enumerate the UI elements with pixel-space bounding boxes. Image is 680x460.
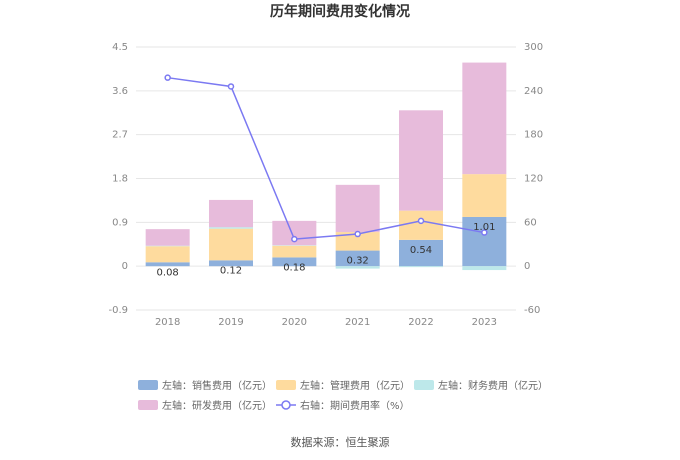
- bar-data-label: 0.12: [220, 265, 242, 276]
- rate-line-point: [354, 230, 361, 238]
- bar-segment-series-2: [462, 266, 507, 271]
- rate-line-point: [291, 235, 298, 243]
- bar-segment-series-0: [399, 239, 443, 267]
- y-right-tick-label: 180: [524, 130, 543, 141]
- bar-segment-series-2: [399, 266, 443, 268]
- x-tick-label: 2019: [218, 317, 243, 328]
- bar-segment-series-3: [335, 184, 380, 233]
- legend-marker-icon: [281, 400, 291, 410]
- rate-line-point: [164, 74, 171, 81]
- legend-item[interactable]: 右轴：期间费用率（%）: [276, 399, 410, 412]
- rate-line: [164, 74, 488, 243]
- legend-label: 左轴：研发费用（亿元）: [162, 399, 272, 412]
- bar-segment-series-2: [335, 266, 380, 269]
- grid: [136, 46, 516, 311]
- bar-data-label: 0.08: [157, 267, 179, 278]
- rate-line-point: [481, 229, 488, 236]
- bar-data-label: 0.32: [347, 256, 369, 267]
- x-tick-label: 2022: [408, 317, 433, 328]
- legend-swatch-icon: [138, 400, 158, 410]
- bar-data-label: 1.01: [473, 222, 495, 233]
- legend-swatch-icon: [414, 380, 434, 390]
- y-left-tick-label: -0.9: [108, 305, 128, 316]
- data-source: 数据来源：恒生聚源: [291, 435, 390, 449]
- bar-segment-series-2: [272, 245, 317, 246]
- x-tick-label: 2023: [472, 317, 497, 328]
- bar-segment-series-0: [462, 216, 507, 267]
- bar-segment-series-3: [209, 199, 253, 228]
- legend[interactable]: 左轴：销售费用（亿元） 左轴：管理费用（亿元） 左轴：财务费用（亿元） 左轴：研发费用…: [138, 379, 548, 412]
- bar-data-label: 0.54: [410, 245, 432, 256]
- rate-line-point: [417, 217, 425, 225]
- legend-swatch-icon: [276, 380, 296, 390]
- y-right-tick-label: 60: [524, 217, 537, 228]
- bar-segment-series-1: [335, 232, 380, 251]
- y-right-tick-label: 120: [524, 174, 543, 185]
- x-tick-label: 2021: [345, 317, 370, 328]
- bar-segment-series-1: [272, 245, 317, 258]
- bar-segment-series-1: [399, 210, 443, 240]
- rate-line-path: [167, 76, 485, 240]
- y-left-tick-label: 1.8: [112, 174, 128, 185]
- bars: [145, 62, 507, 271]
- legend-label: 左轴：财务费用（亿元）: [438, 379, 548, 392]
- bar-segment-series-1: [209, 228, 253, 261]
- y-right-tick-label: 0: [524, 261, 530, 272]
- bar-segment-series-0: [335, 250, 380, 267]
- bar-data-label: 0.18: [283, 262, 305, 273]
- legend-item[interactable]: 左轴：管理费用（亿元）: [276, 379, 410, 392]
- y-left-tick-label: 0: [122, 261, 128, 272]
- chart-title: 历年期间费用变化情况: [270, 3, 410, 20]
- y-left-tick-label: 0.9: [112, 217, 128, 228]
- y-left-tick-label: 2.7: [112, 130, 128, 141]
- bar-segment-series-3: [399, 110, 443, 211]
- bar-segment-series-2: [209, 227, 253, 229]
- y-right-tick-label: 240: [524, 86, 543, 97]
- bar-segment-series-2: [145, 245, 190, 247]
- legend-item[interactable]: 左轴：研发费用（亿元）: [138, 399, 272, 412]
- legend-item[interactable]: 左轴：财务费用（亿元）: [414, 379, 548, 392]
- x-tick-label: 2018: [155, 317, 180, 328]
- bar-segment-series-0: [272, 257, 317, 267]
- bar-labels: 0.08 0.12 0.18 0.32 0.54 1.01: [157, 222, 496, 278]
- axes: -0.9 -60 0 0 0.9 60 1.8 120 2.7 180 3.6 240 4.5 300 20…: [108, 42, 543, 328]
- x-tick-label: 2020: [282, 317, 307, 328]
- bar-segment-series-0: [145, 262, 190, 267]
- legend-label: 左轴：销售费用（亿元）: [162, 379, 272, 392]
- bar-segment-series-1: [462, 174, 507, 217]
- legend-label: 左轴：管理费用（亿元）: [300, 379, 410, 392]
- bar-segment-series-3: [462, 62, 507, 175]
- bar-segment-series-1: [145, 246, 190, 263]
- y-right-tick-label: 300: [524, 42, 543, 53]
- y-left-tick-label: 4.5: [112, 42, 128, 53]
- bar-segment-series-3: [145, 229, 190, 246]
- y-left-tick-label: 3.6: [112, 86, 128, 97]
- legend-label: 右轴：期间费用率（%）: [300, 399, 410, 412]
- bar-segment-series-0: [209, 260, 253, 267]
- rate-line-point: [227, 83, 235, 90]
- legend-item[interactable]: 左轴：销售费用（亿元）: [138, 379, 272, 392]
- legend-swatch-icon: [138, 380, 158, 390]
- y-right-tick-label: -60: [524, 305, 540, 316]
